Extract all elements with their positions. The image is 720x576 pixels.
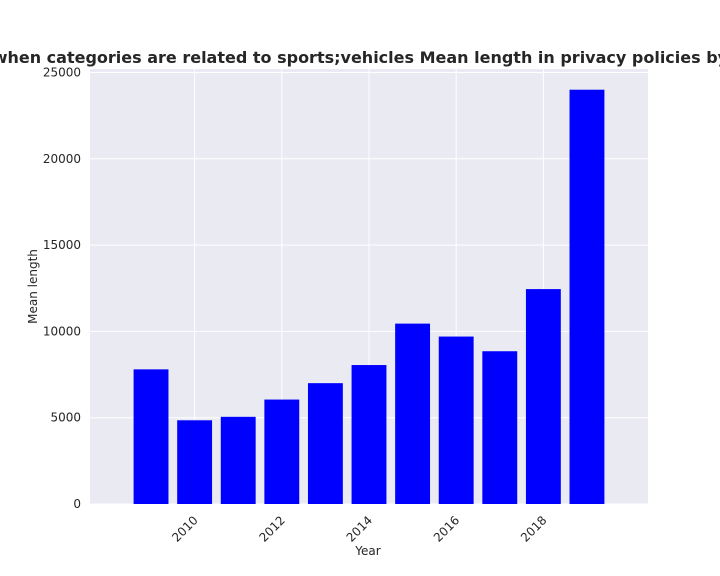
bar [220, 416, 256, 504]
x-tick-label: 2012 [256, 513, 287, 544]
bar [569, 89, 605, 504]
bar [307, 383, 343, 504]
x-tick-label: 2016 [431, 513, 462, 544]
bar [351, 365, 387, 504]
bar [482, 351, 518, 504]
y-tick-label: 5000 [50, 411, 81, 425]
y-axis-label: Mean length [26, 249, 40, 324]
bar [525, 289, 561, 504]
chart-title: when categories are related to sports;ve… [0, 48, 720, 67]
x-axis-label: Year [354, 544, 380, 558]
y-axis-ticks: 0 5000 10000 15000 20000 25000 [43, 65, 81, 511]
x-tick-label: 2010 [169, 513, 200, 544]
y-tick-label: 25000 [43, 65, 81, 79]
bar [438, 336, 474, 504]
y-tick-label: 20000 [43, 152, 81, 166]
y-tick-label: 10000 [43, 324, 81, 338]
x-axis-ticks: 2010 2012 2014 2016 2018 [169, 513, 549, 544]
bar-series [133, 89, 605, 504]
y-tick-label: 15000 [43, 238, 81, 252]
bar [395, 323, 431, 504]
x-tick-label: 2018 [518, 513, 549, 544]
bar [264, 399, 300, 504]
bar [133, 369, 169, 504]
bar [177, 420, 213, 504]
y-tick-label: 0 [73, 497, 81, 511]
x-tick-label: 2014 [344, 513, 375, 544]
